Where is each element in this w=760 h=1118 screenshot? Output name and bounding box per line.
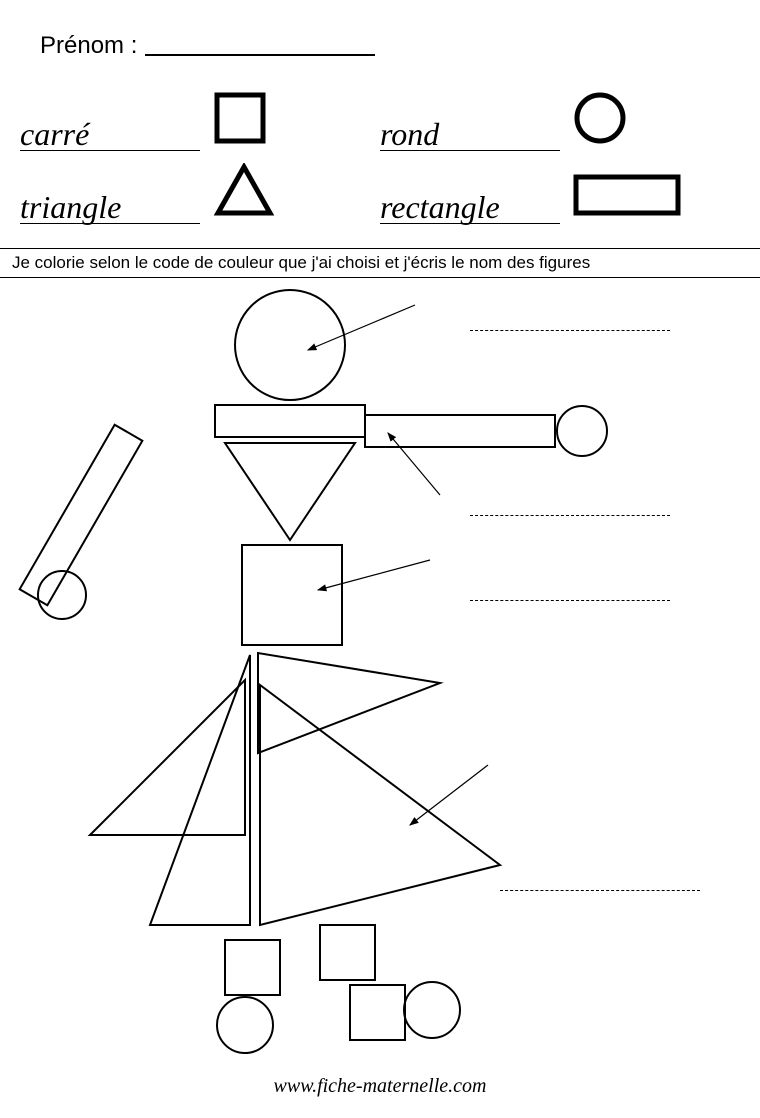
figure-shape[interactable] (150, 655, 250, 925)
legend-row-2: triangle rectangle (20, 163, 740, 224)
legend-row-1: carré rond (20, 90, 740, 151)
name-label: Prénom : (40, 32, 137, 60)
legend-label-triangle: triangle (20, 191, 200, 224)
figure-shape[interactable] (404, 982, 460, 1038)
figure-shape[interactable] (350, 985, 405, 1040)
legend-label-rectangle: rectangle (380, 191, 560, 224)
pointer-arrow (308, 305, 415, 350)
figure-shape[interactable] (557, 406, 607, 456)
figure-shape[interactable] (20, 425, 143, 606)
figure-shape[interactable] (217, 997, 273, 1053)
circle-icon (572, 90, 628, 151)
answer-write-line[interactable] (470, 515, 670, 516)
pointer-arrow (410, 765, 488, 825)
legend-item-circle: rond (380, 90, 740, 151)
shape-legend: carré rond triangle rectangle (20, 90, 740, 236)
answer-write-line[interactable] (500, 890, 700, 891)
triangle-icon (212, 163, 276, 224)
legend-item-square: carré (20, 90, 380, 151)
figure-canvas (0, 285, 760, 1075)
figure-shape[interactable] (260, 685, 500, 925)
instruction-text: Je colorie selon le code de couleur que … (0, 248, 760, 278)
figure-shape[interactable] (225, 940, 280, 995)
square-icon (212, 90, 268, 151)
figure-shape[interactable] (242, 545, 342, 645)
figure-shape[interactable] (320, 925, 375, 980)
figure-shape[interactable] (215, 405, 365, 437)
name-field-row: Prénom : (40, 32, 375, 60)
figure-shape[interactable] (235, 290, 345, 400)
legend-item-rectangle: rectangle (380, 163, 740, 224)
name-write-line[interactable] (145, 54, 375, 56)
answer-write-line[interactable] (470, 330, 670, 331)
footer-credit: www.fiche-maternelle.com (0, 1075, 760, 1098)
pointer-arrow (388, 433, 440, 495)
shape-figure[interactable] (0, 285, 760, 1075)
figure-shape[interactable] (365, 415, 555, 447)
legend-label-circle: rond (380, 118, 560, 151)
pointer-arrow (318, 560, 430, 590)
answer-write-line[interactable] (470, 600, 670, 601)
rectangle-icon (572, 171, 682, 224)
figure-shape[interactable] (225, 443, 355, 540)
legend-item-triangle: triangle (20, 163, 380, 224)
legend-label-square: carré (20, 118, 200, 151)
figure-shape[interactable] (90, 680, 245, 835)
